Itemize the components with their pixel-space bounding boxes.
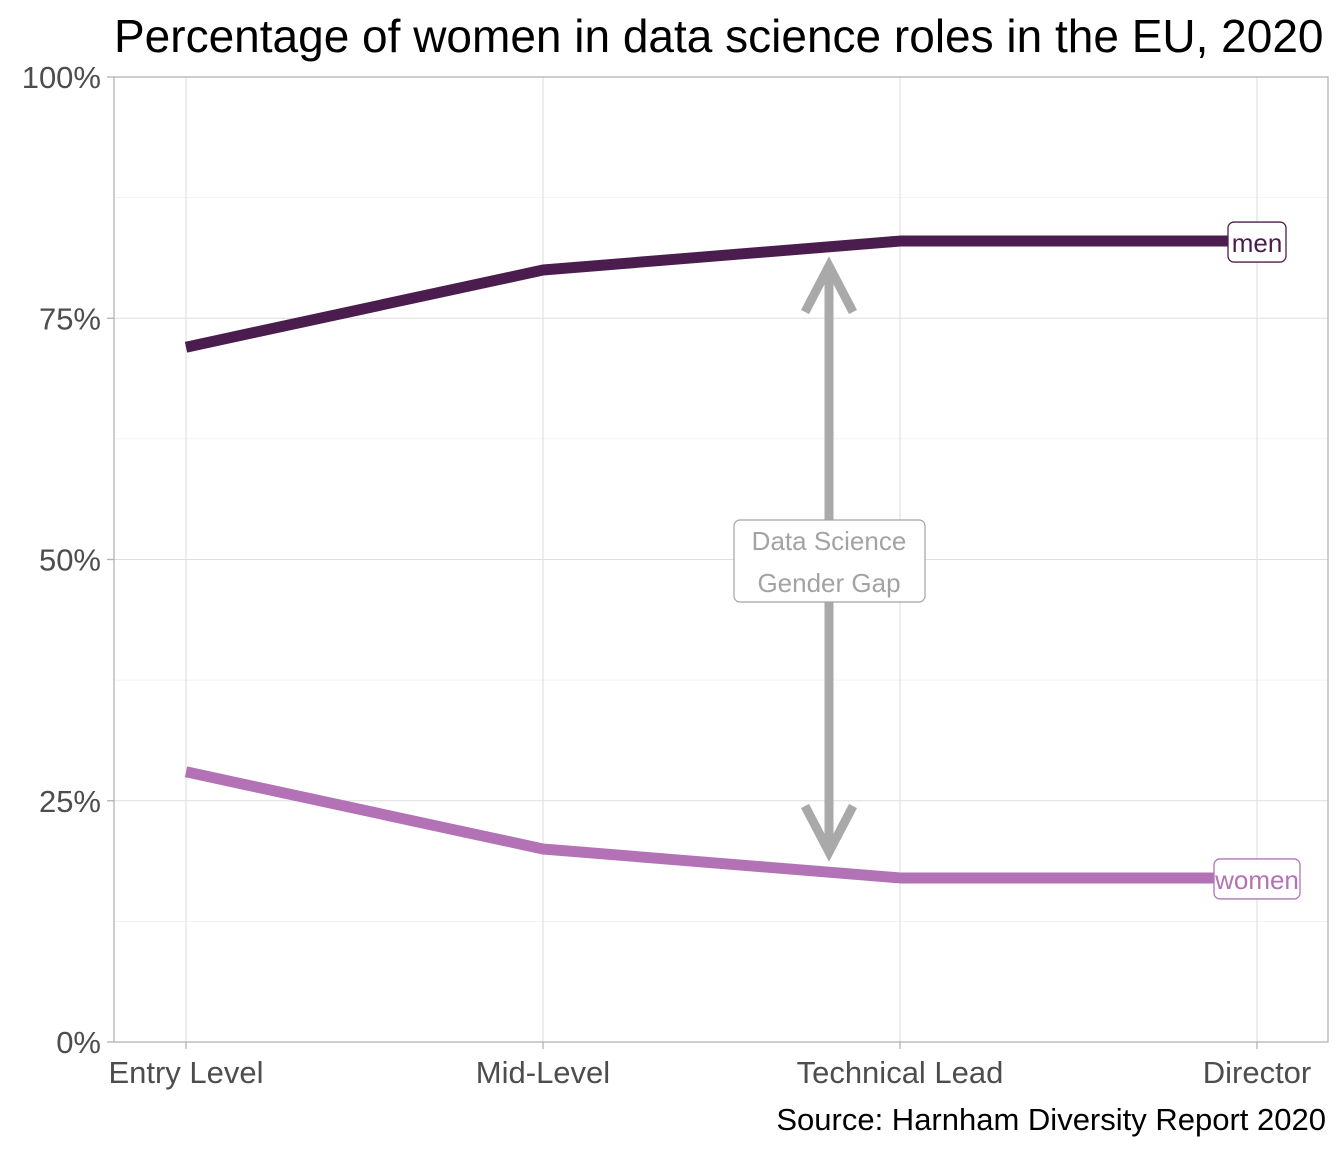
y-tick-label: 75% [39, 301, 101, 336]
series-label-men: men [1232, 228, 1283, 258]
series-lines [184, 235, 1257, 884]
gap-label-box [733, 519, 926, 603]
y-tick-label: 0% [56, 1025, 101, 1060]
axes: 0% 25% 50% 75% 100% Entry Level Mid-Level Techn… [22, 60, 1312, 1090]
x-tick-label: Director [1203, 1055, 1312, 1090]
series-labels: men women [1213, 221, 1301, 900]
gap-arrow-head-bottom [801, 803, 857, 862]
series-label-box-men [1227, 221, 1287, 263]
gap-arrow-head-top [801, 256, 857, 315]
x-tick-label: Technical Lead [797, 1055, 1004, 1090]
x-tick-label: Entry Level [108, 1055, 263, 1090]
gap-label-line: Gender Gap [757, 568, 900, 598]
series-line-women [184, 766, 1257, 884]
series-line-men [184, 235, 1257, 353]
gap-label-line: Data Science [752, 526, 907, 556]
y-tick-label: 50% [39, 543, 101, 578]
series-label-box-women [1213, 858, 1301, 900]
gender-gap-annotation: Data Science Gender Gap [733, 256, 926, 862]
y-tick-label: 100% [22, 60, 101, 95]
x-tick-label: Mid-Level [476, 1055, 610, 1090]
series-label-women: women [1214, 865, 1299, 895]
y-tick-label: 25% [39, 784, 101, 819]
chart-title: Percentage of women in data science role… [114, 10, 1324, 62]
chart-caption: Source: Harnham Diversity Report 2020 [776, 1102, 1326, 1137]
